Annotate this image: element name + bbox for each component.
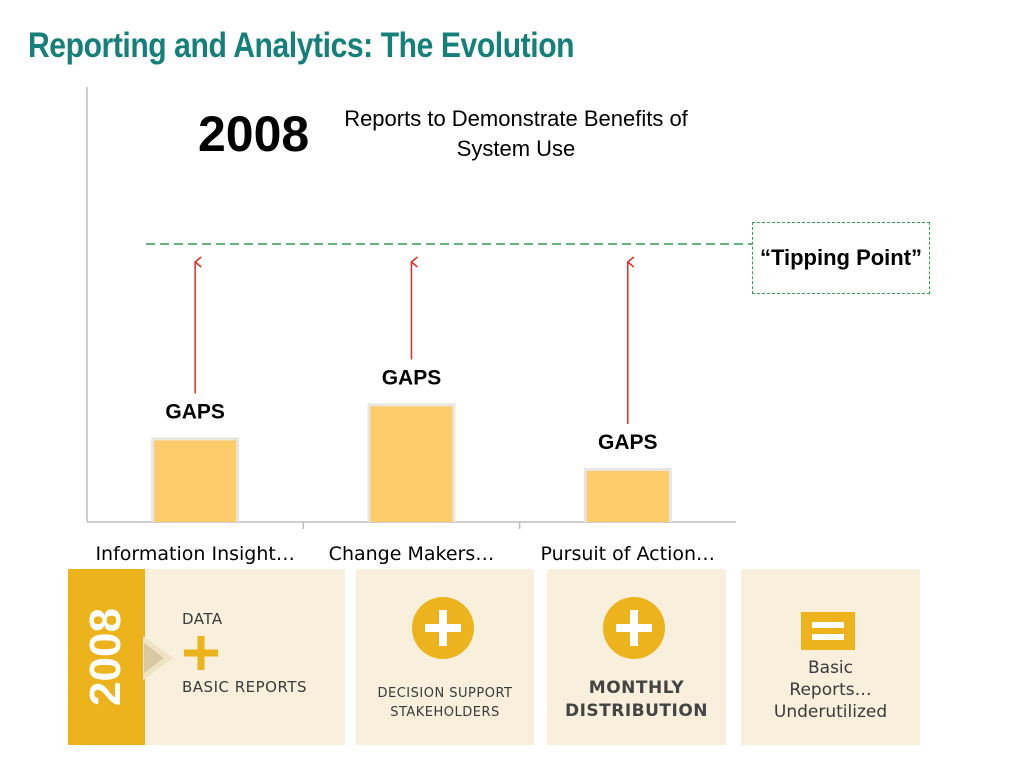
bar: [370, 406, 453, 522]
year-strip-label: 2008: [81, 608, 130, 706]
result-line-3: Underutilized: [773, 702, 888, 722]
bar: [586, 471, 669, 522]
year-heading: 2008: [198, 106, 310, 162]
year-strip: 2008: [68, 569, 145, 745]
equals-icon: [801, 612, 855, 650]
decision-support-text: DECISION SUPPORT STAKEHOLDERS: [356, 684, 534, 722]
bar-label: GAPS: [382, 366, 442, 389]
monthly-line-2: DISTRIBUTION: [564, 701, 709, 721]
panel-result: [741, 569, 920, 745]
panel-data-basic-reports: [145, 569, 345, 745]
category-label: Change Makers…: [328, 543, 495, 565]
bar-label: GAPS: [598, 431, 658, 454]
plus-circle-icon: [412, 597, 474, 659]
result-line-2: Reports…: [789, 680, 872, 700]
monthly-distribution-text: MONTHLY DISTRIBUTION: [547, 677, 726, 723]
page-title: Reporting and Analytics: The Evolution: [28, 26, 575, 65]
gaps-bar-chart: GAPS GAPS GAPS: [86, 87, 752, 529]
bar-label: GAPS: [165, 400, 225, 423]
plus-icon: [184, 636, 218, 670]
decision-support-line-2: STAKEHOLDERS: [390, 705, 500, 720]
triangle-arrow-inner: [144, 643, 164, 673]
decision-support-line-1: DECISION SUPPORT: [377, 686, 513, 701]
category-label: Information Insight…: [95, 543, 295, 565]
category-label: Pursuit of Action…: [540, 543, 716, 565]
result-line-1: Basic: [807, 658, 853, 678]
monthly-line-1: MONTHLY: [588, 678, 685, 698]
result-text: Basic Reports… Underutilized: [741, 657, 920, 723]
tipping-point-label: “Tipping Point”: [752, 222, 930, 294]
basic-reports-label: BASIC REPORTS: [182, 678, 308, 696]
chart-subtitle: Reports to Demonstrate Benefits of Syste…: [344, 106, 688, 161]
plus-circle-icon: [603, 597, 665, 659]
bar: [154, 440, 237, 522]
data-label: DATA: [182, 610, 223, 628]
